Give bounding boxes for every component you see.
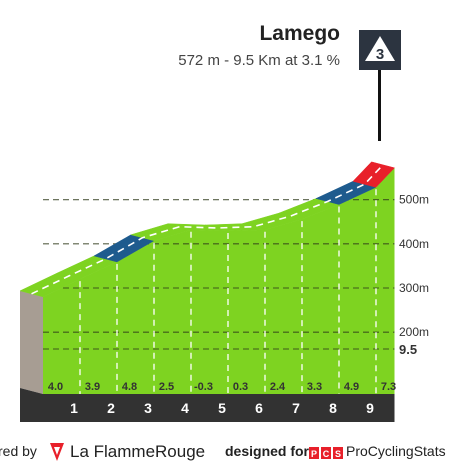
climb-summary: 572 m - 9.5 Km at 3.1 % xyxy=(178,52,340,69)
distance-label: 9.5 xyxy=(399,342,417,357)
svg-text:C: C xyxy=(323,449,330,459)
climb-title: Lamego xyxy=(259,22,340,45)
gradient-label-7: 2.4 xyxy=(270,381,286,393)
km-label-7: 7 xyxy=(292,400,300,416)
top-surface-segment-10 xyxy=(352,161,395,188)
chart-labels: 4.0 3.9 4.8 2.5 -0.3 0.3 2.4 3.3 4.9 7.3 1 2 3 4 5 6 7 8 9… xyxy=(48,193,429,416)
climb-category-badge: 3 xyxy=(359,30,401,70)
summit-marker-line xyxy=(378,69,381,141)
profile-fill xyxy=(43,167,395,394)
gradient-label-9: 4.9 xyxy=(344,381,359,393)
gradient-label-6: 0.3 xyxy=(233,381,248,393)
climb-category-label: 3 xyxy=(376,46,384,63)
profile-side-wall xyxy=(20,290,43,394)
km-label-5: 5 xyxy=(218,400,226,416)
la-flamme-rouge-icon xyxy=(48,441,66,466)
profile-front-area xyxy=(43,167,395,394)
road-centre-line xyxy=(31,164,384,295)
pcs-logo-icon: P C S xyxy=(309,446,343,462)
svg-text:S: S xyxy=(335,449,341,459)
gradient-label-4: 2.5 xyxy=(159,381,174,393)
start-side-wall xyxy=(20,290,43,394)
gradient-label-3: 4.8 xyxy=(122,381,137,393)
altitude-label-500: 500m xyxy=(399,193,429,207)
gradient-label-2: 3.9 xyxy=(85,381,100,393)
gradient-label-10: 7.3 xyxy=(381,381,396,393)
elevation-profile-chart: 4.0 3.9 4.8 2.5 -0.3 0.3 2.4 3.3 4.9 7.3 1 2 3 4 5 6 7 8 9… xyxy=(19,161,429,422)
km-label-6: 6 xyxy=(255,400,263,416)
gradient-label-1: 4.0 xyxy=(48,381,63,393)
mountain-category-icon: 3 xyxy=(365,36,395,63)
km-label-3: 3 xyxy=(144,400,152,416)
gradient-label-5: -0.3 xyxy=(194,381,213,393)
km-separator-lines xyxy=(79,189,377,394)
altitude-label-200: 200m xyxy=(399,325,429,339)
base-band xyxy=(20,388,395,422)
gradient-label-8: 3.3 xyxy=(307,381,322,393)
km-label-2: 2 xyxy=(107,400,115,416)
profile-base-band xyxy=(20,388,395,422)
powered-by-text: red by xyxy=(0,443,37,459)
profile-top-surface xyxy=(19,161,395,298)
la-flamme-rouge-link[interactable]: La FlammeRouge xyxy=(70,442,206,461)
km-label-1: 1 xyxy=(70,400,78,416)
km-label-4: 4 xyxy=(181,400,189,416)
km-label-8: 8 xyxy=(329,400,337,416)
designed-for-text: designed for xyxy=(225,443,310,459)
altitude-label-300: 300m xyxy=(399,281,429,295)
altitude-label-400: 400m xyxy=(399,237,429,251)
procyclingstats-link[interactable]: ProCyclingStats xyxy=(346,443,446,459)
svg-text:P: P xyxy=(311,449,317,459)
km-label-9: 9 xyxy=(366,400,374,416)
footer: red by La FlammeRouge designed for P C S… xyxy=(0,441,455,465)
